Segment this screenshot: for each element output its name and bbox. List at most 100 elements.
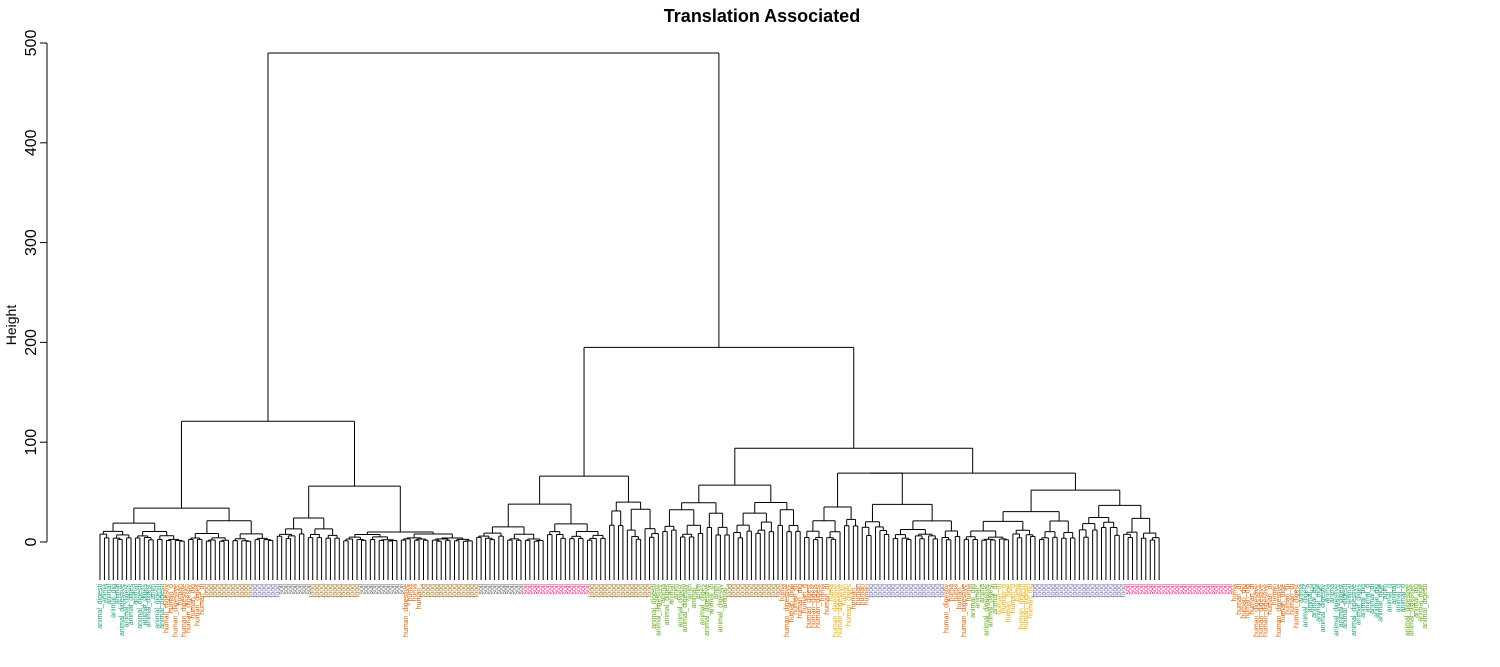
leaf-label: food: [310, 584, 317, 598]
leaf-label: anim: [150, 584, 157, 599]
leaf-label: food: [1090, 584, 1097, 598]
leaf-label: food: [221, 584, 228, 598]
leaf-label: food: [899, 584, 906, 598]
leaf-label: soil: [540, 584, 547, 595]
leaf-label: soil: [292, 584, 299, 595]
leaf-label: human_digest: [810, 584, 817, 628]
leaf-label: animal_dig: [110, 584, 117, 618]
leaf-labels: animal_digestianimaanimalanimal_diganima…: [97, 584, 1429, 637]
leaf-label: human_digestive: [181, 584, 188, 637]
leaf-label: soil: [558, 584, 565, 595]
leaf-label: food: [726, 584, 733, 598]
leaf-label: soil: [518, 584, 525, 595]
leaf-label: animal_dige: [1316, 584, 1323, 622]
leaf-label: food: [766, 584, 773, 598]
leaf-label: food: [1112, 584, 1119, 598]
y-tick-label: 300: [23, 229, 40, 256]
leaf-label: food: [615, 584, 622, 598]
leaf-label: animal_d: [1364, 584, 1371, 613]
leaf-label: food: [762, 584, 769, 598]
leaf-label: human_digestive: [1258, 584, 1265, 637]
leaf-label: food: [265, 584, 272, 598]
leaf-label: food: [1094, 584, 1101, 598]
leaf-label: anima: [660, 584, 667, 603]
leaf-label: animal_digest: [678, 584, 685, 627]
leaf-label: animal_dige: [1418, 584, 1425, 622]
leaf-label: human_d: [802, 584, 809, 613]
leaf-label: food: [323, 584, 330, 598]
leaf-label: animal_diges: [128, 584, 135, 626]
leaf-label: food: [230, 584, 237, 598]
leaf-label: human_digestive: [833, 584, 840, 637]
leaf-label: human_di: [997, 584, 1004, 615]
leaf-label: food: [350, 584, 357, 598]
leaf-label: soil: [283, 584, 290, 595]
leaf-label: human_dig: [1245, 584, 1252, 619]
leaf-label: animal_digesti: [155, 584, 162, 629]
leaf-label: animal_dig: [970, 584, 977, 618]
leaf-label: animal: [1347, 584, 1354, 605]
leaf-label: huma: [819, 584, 826, 602]
y-tick-label: 0: [23, 537, 40, 546]
leaf-label: soil: [1223, 584, 1230, 595]
leaf-label: human: [855, 584, 862, 606]
leaf-label: animal: [1391, 584, 1398, 605]
leaf-label: human_dig: [1240, 584, 1247, 619]
leaf-label: human_digestive: [1276, 584, 1283, 637]
leaf-label: food: [327, 584, 334, 598]
leaf-label: human_: [416, 584, 423, 609]
leaf-label: soil: [1205, 584, 1212, 595]
leaf-label: human_diges: [846, 584, 853, 627]
leaf-label: soil: [1218, 584, 1225, 595]
leaf-label: animal_digest: [1338, 584, 1345, 627]
leaf-label: human: [859, 584, 866, 606]
leaf-label: human_di: [1289, 584, 1296, 615]
leaf-label: soil: [1134, 584, 1141, 595]
leaf-label: soil: [1156, 584, 1163, 595]
leaf-label: food: [638, 584, 645, 598]
leaf-label: soil: [571, 584, 578, 595]
leaf-label: food: [904, 584, 911, 598]
leaf-label: human_di: [199, 584, 206, 615]
leaf-label: food: [735, 584, 742, 598]
leaf-label: human_di: [1285, 584, 1292, 615]
leaf-label: soil: [483, 584, 490, 595]
leaf-label: soil: [288, 584, 295, 595]
leaf-label: anim: [713, 584, 720, 599]
y-tick-label: 500: [23, 30, 40, 57]
leaf-label: food: [633, 584, 640, 598]
leaf-label: animal_diges: [700, 584, 707, 626]
leaf-label: animal_digestive: [1333, 584, 1340, 636]
leaf-label: food: [881, 584, 888, 598]
leaf-label: food: [1045, 584, 1052, 598]
leaf-label: human_digesti: [1019, 584, 1026, 630]
leaf-label: food: [456, 584, 463, 598]
leaf-label: food: [926, 584, 933, 598]
leaf-label: anima: [1298, 584, 1305, 603]
leaf-label: food: [447, 584, 454, 598]
leaf-label: animal: [132, 584, 139, 605]
leaf-label: food: [629, 584, 636, 598]
leaf-label: food: [593, 584, 600, 598]
leaf-label: soil: [372, 584, 379, 595]
leaf-label: soil: [1169, 584, 1176, 595]
leaf-label: food: [912, 584, 919, 598]
leaf-label: soil: [1143, 584, 1150, 595]
leaf-label: food: [465, 584, 472, 598]
leaf-label: human_dig: [1028, 584, 1035, 619]
leaf-label: anima: [1329, 584, 1336, 603]
leaf-label: animal_: [691, 584, 698, 609]
leaf-label: animal_digest: [146, 584, 153, 627]
leaf-label: food: [1085, 584, 1092, 598]
leaf-label: soil: [1161, 584, 1168, 595]
leaf-label: food: [753, 584, 760, 598]
leaf-label: food: [438, 584, 445, 598]
leaf-label: soil: [545, 584, 552, 595]
leaf-label: soil: [514, 584, 521, 595]
leaf-label: human_d: [1010, 584, 1017, 613]
leaf-label: animal_d: [1387, 584, 1394, 613]
leaf-label: animal: [106, 584, 113, 605]
leaf-label: food: [930, 584, 937, 598]
leaf-label: human_digestive: [172, 584, 179, 637]
leaf-label: food: [598, 584, 605, 598]
